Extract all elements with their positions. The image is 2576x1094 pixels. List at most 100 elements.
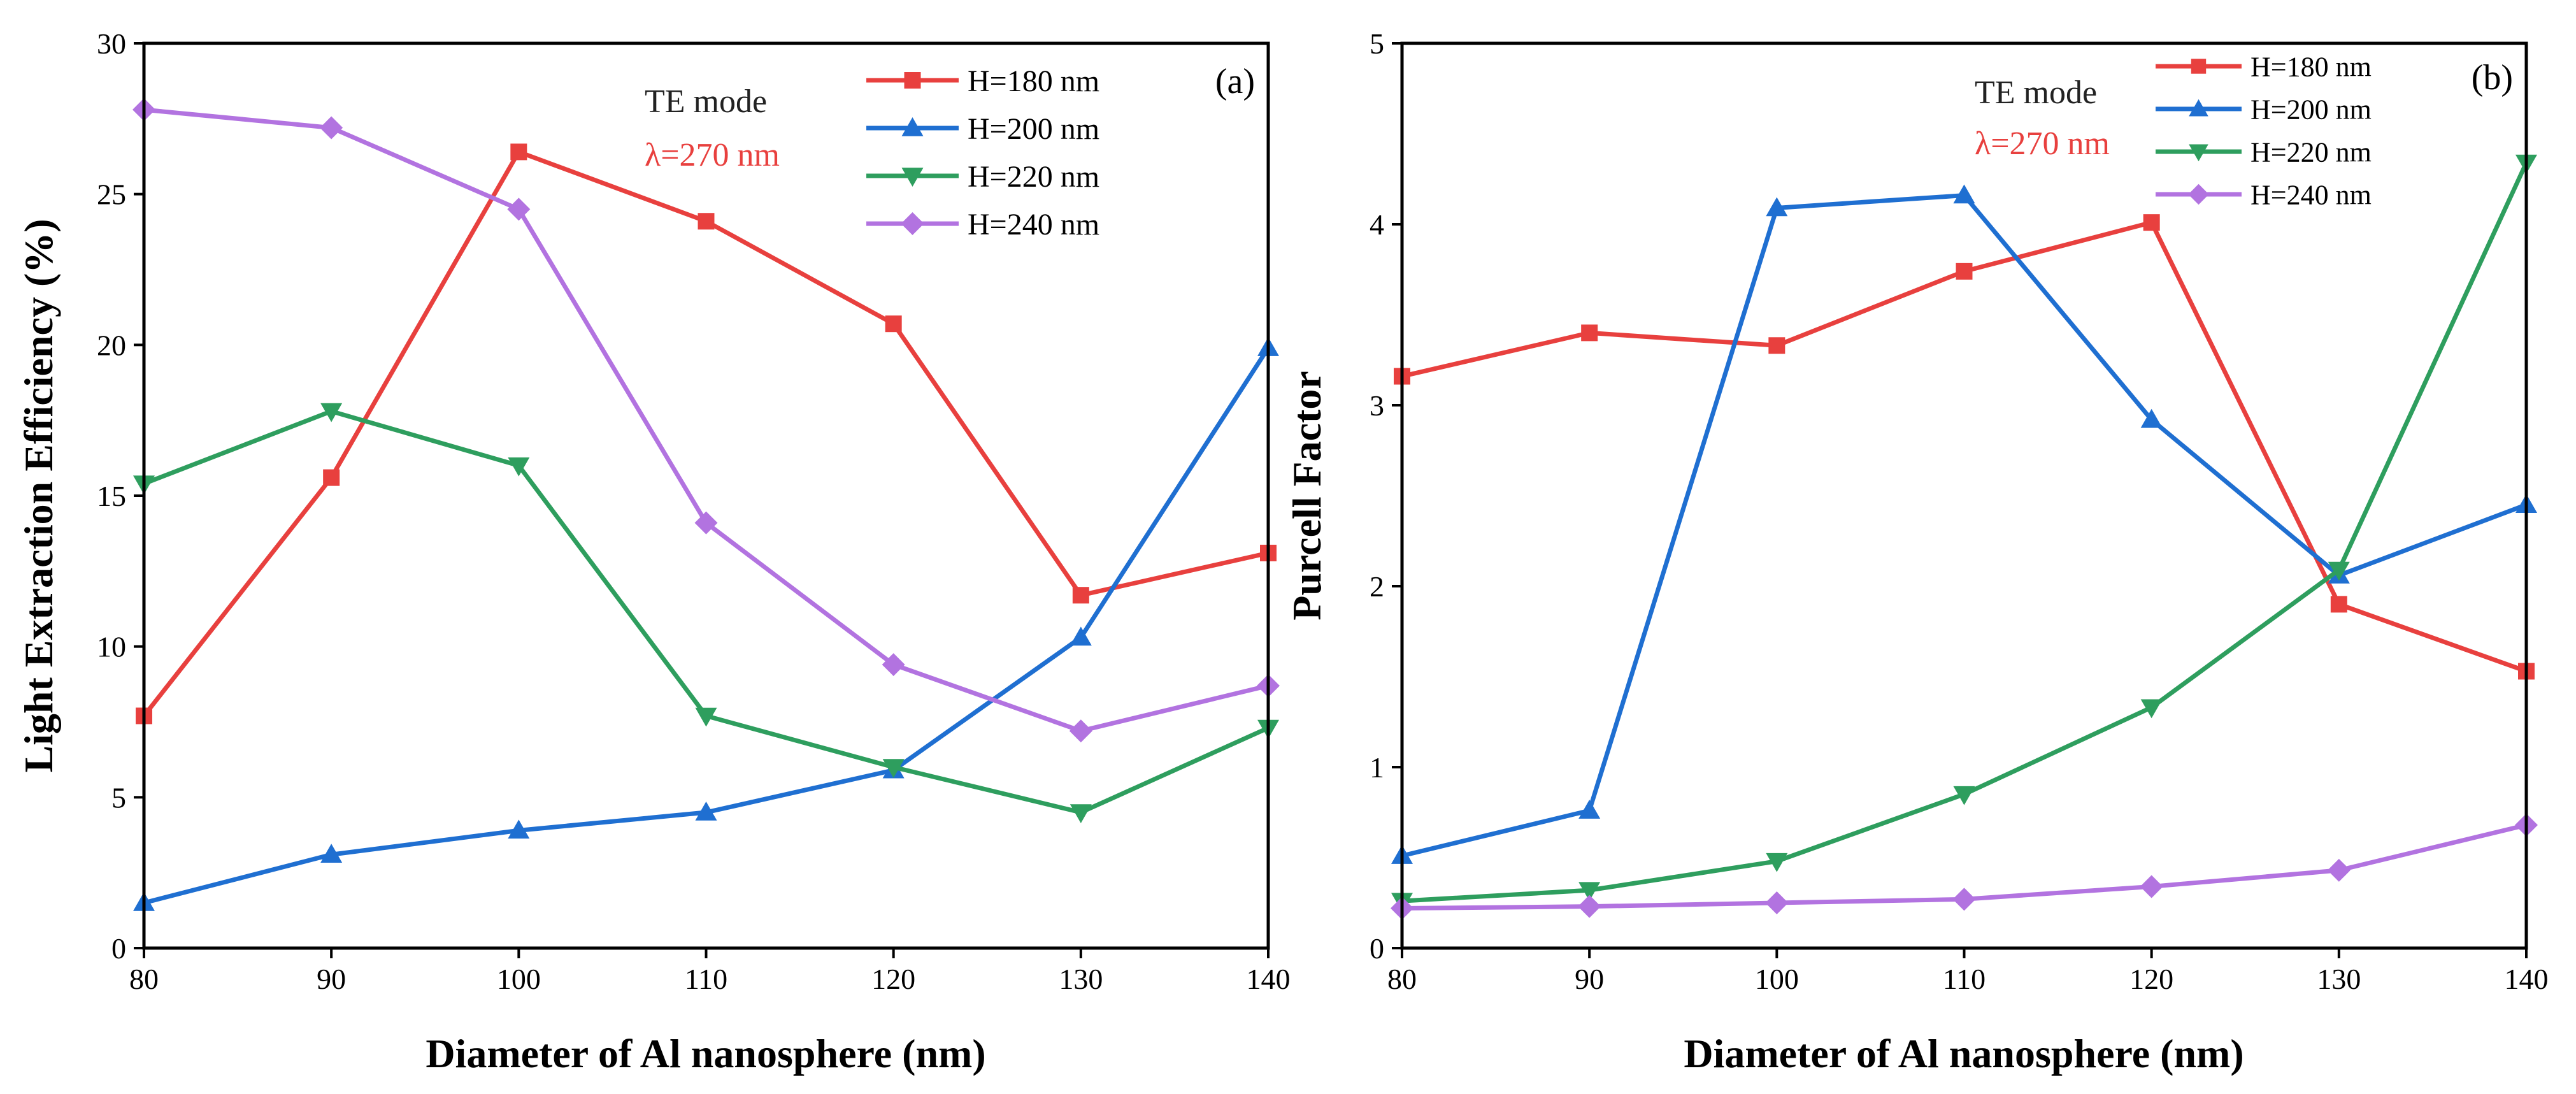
panel-b-legend-item-h-220-nm: H=220 nm: [2156, 136, 2372, 168]
panel-a-point-h-220-nm: [695, 707, 717, 727]
panel-b-point-h-200-nm: [1766, 197, 1788, 217]
panel-a-label: (a): [1215, 62, 1255, 101]
panel-a-x-tick-label: 80: [129, 963, 159, 995]
panel-b-legend-label: H=180 nm: [2250, 51, 2372, 82]
panel-a-point-h-200-nm: [1070, 626, 1092, 646]
panel-b-y-tick-label: 3: [1370, 389, 1384, 422]
panel-a-wavelength-annotation: λ=270 nm: [645, 137, 780, 173]
panel-a-point-h-220-nm: [1070, 804, 1092, 823]
panel-a-mode-annotation: TE mode: [645, 83, 767, 120]
panel-b-y-tick-label: 4: [1370, 208, 1384, 241]
panel-b-point-h-220-nm: [1578, 882, 1601, 902]
panel-a-legend-marker: [904, 72, 921, 89]
panel-b-y-tick-label: 0: [1370, 932, 1384, 965]
panel-b-wavelength-annotation: λ=270 nm: [1975, 126, 2110, 162]
panel-b-point-h-200-nm: [2140, 408, 2163, 428]
panel-a-y-axis-title: Light Extraction Efficiency (%): [16, 219, 61, 772]
panel-a-point-h-240-nm: [507, 198, 531, 221]
panel-a-y-tick-label: 0: [111, 932, 126, 965]
panel-a-point-h-240-nm: [320, 116, 343, 140]
panel-a-legend: H=180 nm H=200 nm H=220 nm H=240 nm: [866, 64, 1099, 241]
panel-a-legend-item-h-200-nm: H=200 nm: [866, 112, 1099, 146]
panel-a-x-tick-label: 130: [1059, 963, 1103, 995]
panel-a-x-tick-label: 90: [317, 963, 346, 995]
panel-a-legend-item-h-180-nm: H=180 nm: [866, 64, 1099, 98]
panel-b-point-h-220-nm: [2328, 561, 2350, 581]
panel-b-point-h-180-nm: [1581, 324, 1598, 342]
panel-a-y-tick-label: 25: [97, 178, 126, 211]
panel-a-x-tick-label: 110: [685, 963, 727, 995]
panel-b-legend-item-h-180-nm: H=180 nm: [2156, 51, 2372, 82]
panel-b-legend-label: H=220 nm: [2250, 136, 2372, 168]
panel-a-legend-label: H=240 nm: [968, 208, 1099, 241]
panel-b-point-h-200-nm: [1953, 184, 1975, 204]
panel-a-point-h-240-nm: [694, 511, 718, 535]
panel-a-point-h-240-nm: [882, 653, 905, 677]
panel-b-point-h-220-nm: [1953, 786, 1975, 805]
panel-b-legend-marker: [2189, 99, 2208, 117]
panel-b-series: [1391, 154, 2538, 920]
panel-b-mode-annotation: TE mode: [1975, 75, 2097, 111]
panel-b-legend-label: H=200 nm: [2250, 94, 2372, 125]
panel-a-x-tick-label: 100: [497, 963, 541, 995]
panel-a-point-h-180-nm: [510, 143, 527, 161]
panel-b-point-h-220-nm: [1766, 853, 1788, 872]
panel-b-legend-label: H=240 nm: [2250, 179, 2372, 210]
panel-b-x-tick-label: 110: [1943, 963, 1986, 995]
panel-a-legend-item-h-240-nm: H=240 nm: [866, 208, 1099, 241]
panel-a-series-h-240-nm: [132, 98, 1280, 743]
panel-a-y-tick-label: 15: [97, 480, 126, 512]
panel-b-series-h-220-nm: [1391, 154, 2537, 912]
panel-a-series-h-220-nm: [133, 403, 1279, 823]
panel-b-legend-marker: [2189, 144, 2208, 162]
panel-b-y-tick-label: 5: [1370, 27, 1384, 60]
panel-a-ticks: 80 90 100 110 120 130 140 0 5 10 15 20 25 30: [97, 27, 1291, 995]
panel-a-legend-marker: [901, 212, 924, 235]
panel-a-y-tick-label: 30: [97, 27, 126, 60]
panel-b-point-h-240-nm: [1952, 888, 1976, 911]
panel-b-series-h-240-nm: [1391, 813, 2538, 920]
panel-a-point-h-200-nm: [508, 819, 530, 839]
panel-b-legend-marker: [2191, 59, 2207, 74]
panel-a-point-h-200-nm: [320, 844, 343, 863]
panel-a-point-h-180-nm: [1072, 587, 1089, 604]
panel-b-x-tick-label: 100: [1755, 963, 1799, 995]
panel-b-point-h-240-nm: [1578, 895, 1601, 918]
panel-a-point-h-180-nm: [323, 469, 340, 486]
panel-b-legend: H=180 nm H=200 nm H=220 nm H=240 nm: [2156, 51, 2372, 210]
panel-a-x-axis-title: Diameter of Al nanosphere (nm): [426, 1031, 985, 1076]
panel-b-ticks: 80 90 100 110 120 130 140 0 1 2 3 4 5: [1370, 27, 2549, 995]
panel-a-point-h-220-nm: [508, 457, 530, 477]
panel-b-point-h-180-nm: [1768, 337, 1785, 354]
panel-a-x-tick-label: 140: [1247, 963, 1291, 995]
panel-b: 80 90 100 110 120 130 140 0 1 2 3 4 5 (b) TE mode λ=…: [1284, 27, 2549, 1076]
panel-a-legend-label: H=200 nm: [968, 112, 1099, 146]
panel-b-point-h-240-nm: [1765, 891, 1789, 914]
panel-a-y-tick-label: 10: [97, 631, 126, 663]
panel-b-x-tick-label: 120: [2129, 963, 2173, 995]
panel-b-point-h-220-nm: [2140, 699, 2163, 719]
panel-a: 80 90 100 110 120 130 140 0 5 10 15 20 25 30 (a) TE m…: [16, 27, 1291, 1076]
panel-a-series: [132, 98, 1280, 911]
panel-a-point-h-220-nm: [882, 759, 905, 778]
panel-a-point-h-200-nm: [695, 802, 717, 821]
panel-a-point-h-180-nm: [885, 315, 902, 333]
panel-b-x-tick-label: 130: [2317, 963, 2361, 995]
panel-b-point-h-240-nm: [2140, 875, 2163, 898]
panel-b-x-axis-title: Diameter of Al nanosphere (nm): [1684, 1031, 2243, 1076]
panel-b-y-tick-label: 1: [1370, 751, 1384, 784]
panel-a-x-tick-label: 120: [871, 963, 915, 995]
panel-a-y-tick-label: 5: [111, 781, 126, 814]
panel-a-legend-label: H=220 nm: [968, 160, 1099, 194]
panel-a-legend-item-h-220-nm: H=220 nm: [866, 160, 1099, 194]
panel-b-label: (b): [2472, 58, 2513, 97]
panel-b-legend-item-h-200-nm: H=200 nm: [2156, 94, 2372, 125]
panel-b-point-h-180-nm: [2330, 596, 2347, 613]
panel-b-point-h-180-nm: [1956, 263, 1973, 280]
panel-a-point-h-220-nm: [320, 403, 343, 422]
panel-a-point-h-180-nm: [698, 213, 715, 230]
panel-a-legend-marker: [901, 117, 924, 136]
panel-b-x-tick-label: 140: [2505, 963, 2549, 995]
